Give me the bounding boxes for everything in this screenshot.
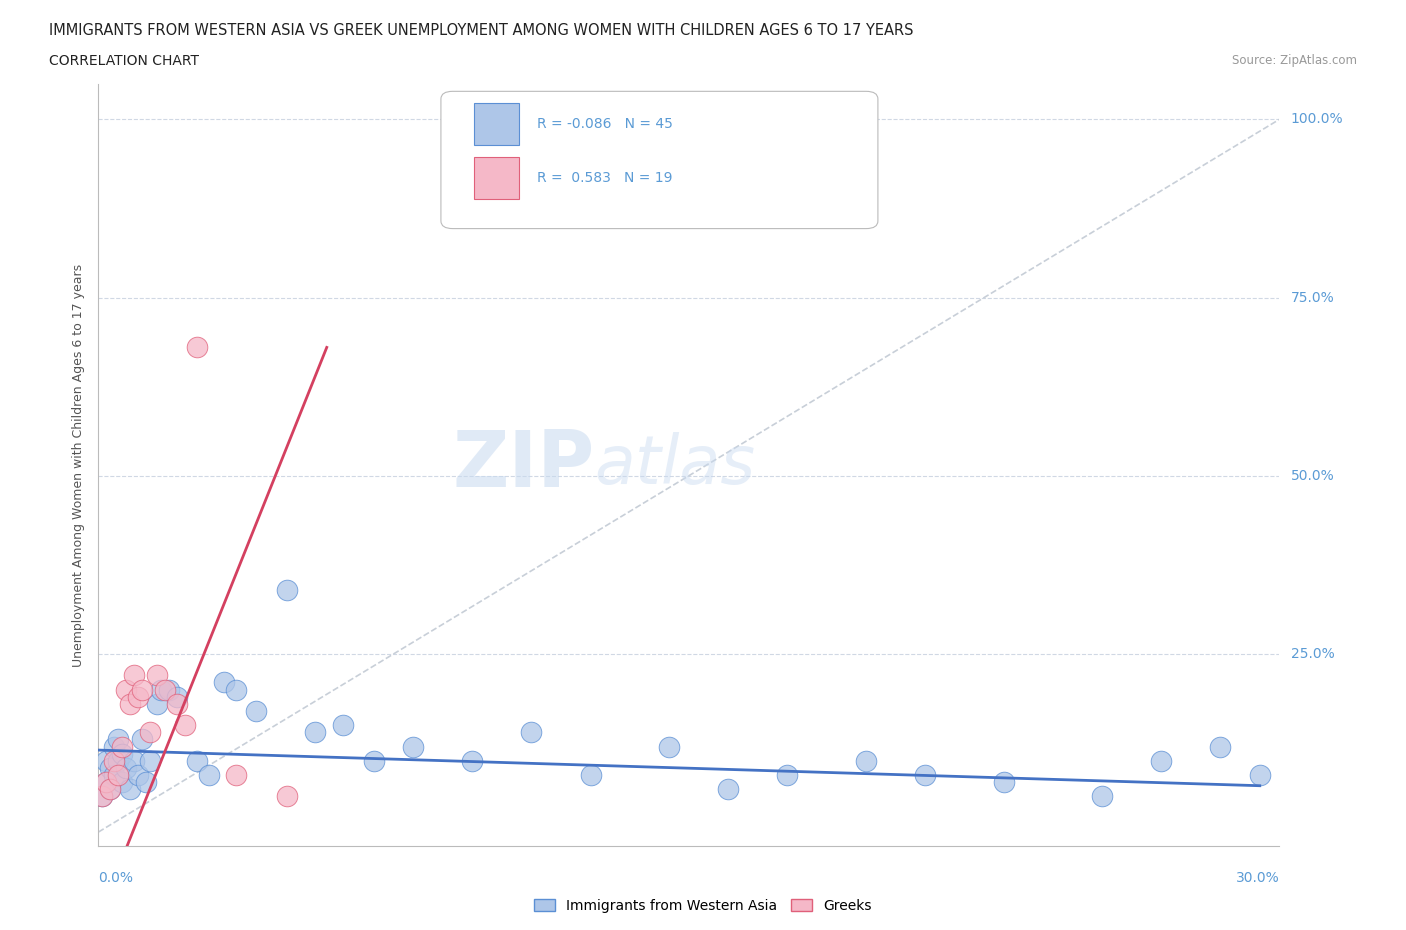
- Point: [186, 753, 208, 768]
- Text: R =  0.583   N = 19: R = 0.583 N = 19: [537, 171, 672, 185]
- Point: [107, 732, 129, 747]
- Point: [402, 739, 425, 754]
- Point: [520, 724, 543, 739]
- Point: [855, 753, 877, 768]
- Y-axis label: Unemployment Among Women with Children Ages 6 to 17 years: Unemployment Among Women with Children A…: [72, 263, 86, 667]
- Point: [107, 767, 129, 782]
- Point: [214, 675, 236, 690]
- Point: [91, 789, 114, 804]
- Point: [225, 767, 247, 782]
- Point: [131, 682, 153, 697]
- Point: [111, 739, 134, 754]
- Point: [157, 682, 180, 697]
- Point: [197, 767, 219, 782]
- Point: [118, 697, 141, 711]
- Point: [122, 753, 145, 768]
- Point: [122, 668, 145, 683]
- Point: [166, 689, 188, 704]
- Point: [91, 789, 114, 804]
- Point: [914, 767, 936, 782]
- Text: 100.0%: 100.0%: [1291, 113, 1343, 126]
- Point: [332, 718, 354, 733]
- Text: atlas: atlas: [595, 432, 755, 498]
- FancyBboxPatch shape: [441, 91, 877, 229]
- Point: [96, 775, 118, 790]
- Point: [103, 767, 125, 782]
- Point: [363, 753, 385, 768]
- Point: [98, 761, 121, 776]
- Text: ZIP: ZIP: [453, 427, 595, 503]
- Point: [98, 782, 121, 797]
- Point: [135, 775, 157, 790]
- Point: [304, 724, 326, 739]
- Point: [146, 668, 169, 683]
- FancyBboxPatch shape: [474, 103, 519, 145]
- Text: Source: ZipAtlas.com: Source: ZipAtlas.com: [1232, 54, 1357, 67]
- Point: [107, 753, 129, 768]
- Point: [776, 767, 799, 782]
- Point: [579, 767, 602, 782]
- Text: 75.0%: 75.0%: [1291, 290, 1334, 304]
- Point: [166, 697, 188, 711]
- Text: R = -0.086   N = 45: R = -0.086 N = 45: [537, 117, 672, 131]
- Point: [96, 775, 118, 790]
- Legend: Immigrants from Western Asia, Greeks: Immigrants from Western Asia, Greeks: [529, 894, 877, 919]
- Point: [111, 775, 134, 790]
- Point: [717, 782, 740, 797]
- Point: [96, 753, 118, 768]
- Point: [155, 682, 177, 697]
- Point: [111, 746, 134, 761]
- Point: [1150, 753, 1173, 768]
- Point: [186, 340, 208, 355]
- Point: [103, 753, 125, 768]
- Point: [131, 732, 153, 747]
- Point: [225, 682, 247, 697]
- Text: CORRELATION CHART: CORRELATION CHART: [49, 54, 200, 68]
- Point: [174, 718, 197, 733]
- Point: [658, 739, 681, 754]
- Point: [993, 775, 1015, 790]
- Point: [127, 767, 149, 782]
- Point: [276, 582, 298, 597]
- Point: [461, 753, 484, 768]
- Point: [127, 689, 149, 704]
- Point: [146, 697, 169, 711]
- Point: [276, 789, 298, 804]
- Text: 0.0%: 0.0%: [98, 871, 134, 885]
- Point: [138, 724, 160, 739]
- Point: [1249, 767, 1271, 782]
- Point: [1091, 789, 1114, 804]
- Text: 30.0%: 30.0%: [1236, 871, 1279, 885]
- Point: [150, 682, 173, 697]
- Text: 50.0%: 50.0%: [1291, 469, 1334, 483]
- Point: [115, 682, 138, 697]
- FancyBboxPatch shape: [474, 157, 519, 199]
- Point: [245, 703, 267, 718]
- Text: IMMIGRANTS FROM WESTERN ASIA VS GREEK UNEMPLOYMENT AMONG WOMEN WITH CHILDREN AGE: IMMIGRANTS FROM WESTERN ASIA VS GREEK UN…: [49, 23, 914, 38]
- Text: 25.0%: 25.0%: [1291, 647, 1334, 661]
- Point: [103, 739, 125, 754]
- Point: [115, 761, 138, 776]
- Point: [1209, 739, 1232, 754]
- Point: [138, 753, 160, 768]
- Point: [118, 782, 141, 797]
- Point: [98, 782, 121, 797]
